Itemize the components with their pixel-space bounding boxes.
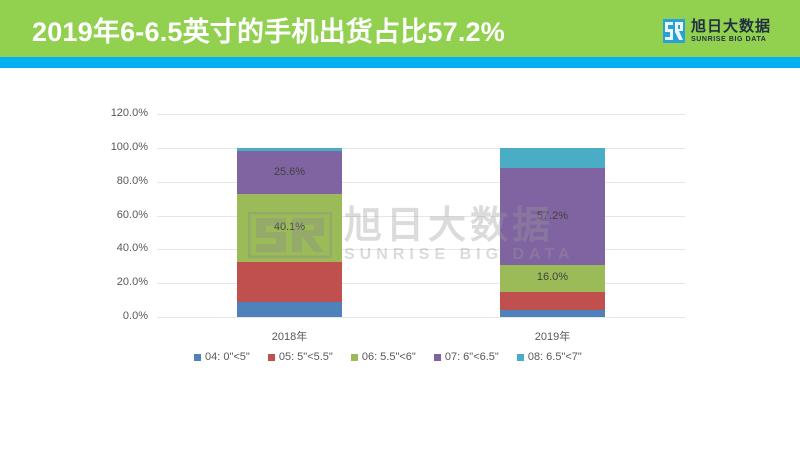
data-label: 16.0%: [536, 271, 569, 284]
logo-chinese-text: 旭日大数据: [691, 17, 772, 35]
bar-segment: [237, 148, 342, 152]
data-label: 40.1%: [273, 221, 306, 234]
y-tick-label: 60.0%: [116, 208, 148, 221]
header-accent-stripe: [0, 57, 800, 68]
bar-segment: [500, 309, 605, 317]
y-tick-label: 100.0%: [110, 141, 148, 153]
gridline: [157, 283, 685, 285]
legend-item: 04: 0"<5": [194, 351, 250, 363]
bar-segment: [500, 148, 605, 169]
x-tick-label: 2018年: [271, 331, 308, 343]
sunrise-logo-icon: [663, 19, 685, 43]
gridline: [157, 114, 685, 116]
legend-swatch-icon: [267, 353, 275, 361]
y-tick-label: 120.0%: [110, 107, 148, 120]
legend-label: 05: 5"<5.5": [278, 351, 333, 363]
y-tick-label: 0.0%: [122, 310, 148, 322]
gridline: [157, 317, 685, 318]
legend-swatch-icon: [350, 353, 358, 361]
legend-swatch-icon: [194, 353, 201, 361]
gridline: [157, 249, 685, 251]
legend-swatch-icon: [433, 353, 441, 361]
legend-swatch-icon: [516, 353, 524, 361]
y-tick-label: 20.0%: [116, 276, 148, 289]
bar-segment: [500, 264, 605, 292]
data-label: 25.6%: [273, 165, 306, 178]
bar-segment: [500, 291, 605, 310]
bar-segment: [237, 262, 342, 302]
legend-item: 07: 6"<6.5": [433, 351, 499, 363]
legend-item: 06: 5.5"<6": [350, 351, 416, 363]
chart-legend: 04: 0"<5" 05: 5"<5.5" 06: 5.5"<6" 07: 6"<6.…: [194, 351, 600, 363]
legend-label: 06: 5.5"<6": [361, 351, 416, 363]
gridline: [157, 215, 685, 217]
data-label: 57.2%: [536, 209, 569, 222]
page-title: 2019年6-6.5英寸的手机出货占比57.2%: [32, 17, 505, 47]
bar-segment: [237, 151, 342, 195]
title-banner: 2019年6-6.5英寸的手机出货占比57.2% 旭日大数据 SUNRISE B…: [0, 0, 800, 57]
brand-logo: 旭日大数据 SUNRISE BIG DATA: [663, 17, 771, 45]
bar-segment: [237, 301, 342, 317]
bar-segment: [500, 168, 605, 265]
stacked-bar-chart: 0.0% 20.0% 40.0% 60.0% 80.0% 100.0% 120.0% 40.…: [0, 68, 800, 449]
x-tick-label: 2019年: [534, 331, 571, 343]
legend-label: 04: 0"<5": [205, 351, 250, 363]
gridline: [157, 181, 685, 183]
legend-item: 05: 5"<5.5": [267, 351, 333, 363]
y-tick-label: 40.0%: [116, 242, 148, 255]
y-tick-label: 80.0%: [116, 174, 148, 187]
bar-segment: [237, 194, 342, 263]
gridline: [157, 148, 685, 149]
legend-label: 08: 6.5"<7": [527, 351, 582, 363]
legend-item: 08: 6.5"<7": [516, 351, 582, 363]
logo-english-text: SUNRISE BIG DATA: [691, 35, 767, 43]
legend-label: 07: 6"<6.5": [444, 351, 499, 363]
